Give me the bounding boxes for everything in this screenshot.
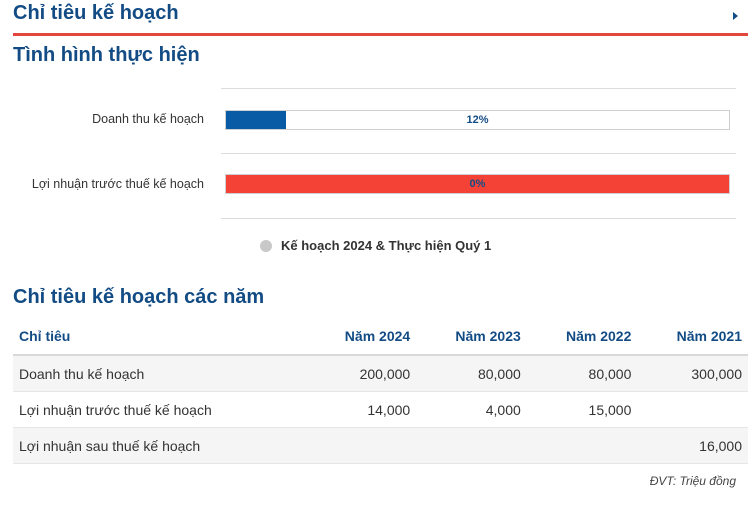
table-cell: 300,000 xyxy=(637,355,748,392)
table-row: Lợi nhuận trước thuế kế hoạch 14,000 4,0… xyxy=(13,391,748,428)
progress-bar-profit: 0% xyxy=(225,174,730,194)
table-cell: 4,000 xyxy=(416,391,527,428)
chart-legend[interactable]: Kế hoạch 2024 & Thực hiện Quý 1 xyxy=(260,238,491,253)
plan-table: Chỉ tiêu Năm 2024 Năm 2023 Năm 2022 Năm … xyxy=(13,318,748,464)
row-divider xyxy=(221,153,736,154)
table-cell: 14,000 xyxy=(305,391,417,428)
row-divider xyxy=(221,218,736,219)
table-cell: Doanh thu kế hoạch xyxy=(13,355,306,392)
progress-bar-revenue: 12% xyxy=(225,110,730,130)
section-header: Chỉ tiêu kế hoạch xyxy=(13,0,748,36)
chevron-right-icon[interactable] xyxy=(733,12,738,20)
progress-fill-profit xyxy=(226,175,729,193)
progress-value-profit: 0% xyxy=(469,178,486,190)
plan-title: Chỉ tiêu kế hoạch các năm xyxy=(13,286,265,308)
column-header: Năm 2024 xyxy=(305,318,417,356)
table-header-row: Chỉ tiêu Năm 2024 Năm 2023 Năm 2022 Năm … xyxy=(13,318,748,356)
table-cell: 15,000 xyxy=(526,391,638,428)
row-divider xyxy=(221,88,736,89)
table-cell xyxy=(637,391,748,428)
table-cell: Lợi nhuận sau thuế kế hoạch xyxy=(13,427,306,464)
table-cell: 200,000 xyxy=(305,355,417,392)
table-cell xyxy=(305,427,417,464)
table-cell: Lợi nhuận trước thuế kế hoạch xyxy=(13,391,306,428)
legend-label: Kế hoạch 2024 & Thực hiện Quý 1 xyxy=(281,238,492,253)
progress-chart: Doanh thu kế hoạch 12% Lợi nhuận trước t… xyxy=(0,88,756,219)
column-header: Năm 2023 xyxy=(416,318,527,356)
unit-note: ĐVT: Triệu đồng xyxy=(649,474,736,488)
table-cell: 80,000 xyxy=(526,355,638,392)
header-title: Chỉ tiêu kế hoạch xyxy=(13,2,179,24)
legend-dot-icon xyxy=(260,239,272,252)
table-row: Lợi nhuận sau thuế kế hoạch 16,000 xyxy=(13,427,748,464)
table-cell xyxy=(416,427,527,464)
column-header: Năm 2022 xyxy=(526,318,638,356)
progress-value-revenue: 12% xyxy=(466,114,489,126)
table-row: Doanh thu kế hoạch 200,000 80,000 80,000… xyxy=(13,355,748,392)
progress-fill-revenue xyxy=(226,111,287,129)
column-header: Năm 2021 xyxy=(637,318,748,356)
progress-label-profit: Lợi nhuận trước thuế kế hoạch xyxy=(31,177,204,191)
table-cell xyxy=(526,427,638,464)
progress-label-revenue: Doanh thu kế hoạch xyxy=(92,112,204,126)
table-cell: 80,000 xyxy=(416,355,527,392)
table-cell: 16,000 xyxy=(637,427,748,464)
column-header: Chỉ tiêu xyxy=(13,318,306,356)
progress-title: Tình hình thực hiện xyxy=(13,44,200,66)
